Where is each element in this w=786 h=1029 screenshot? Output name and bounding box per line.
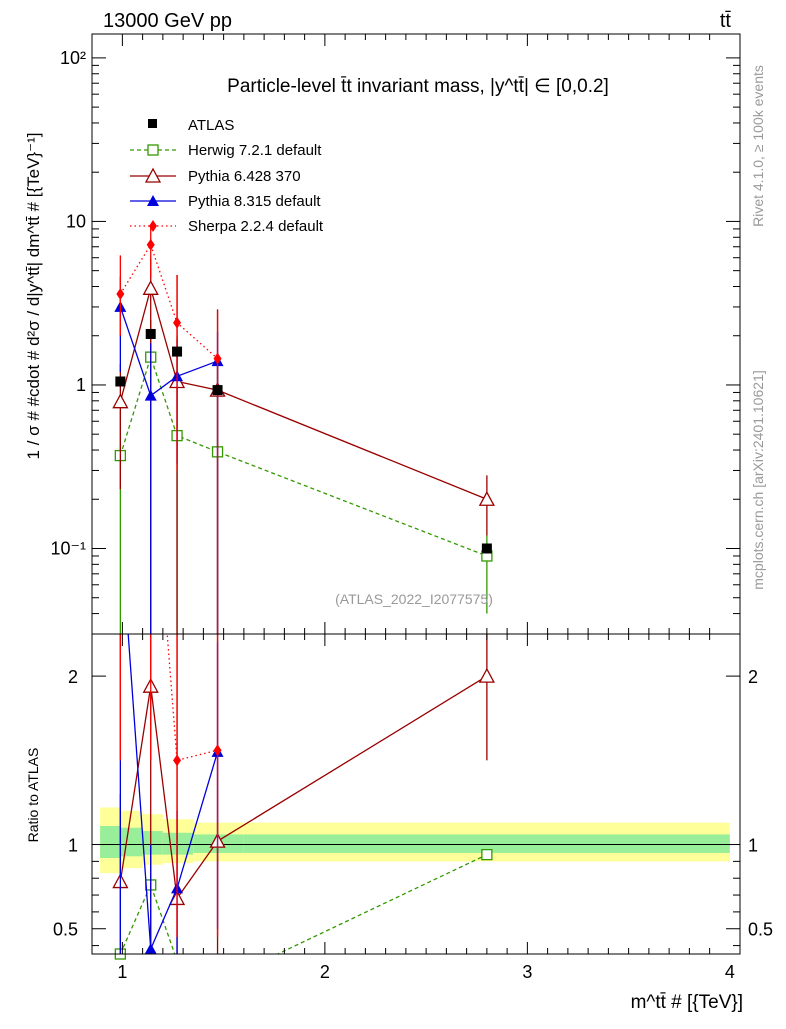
ratio-point-sherpa — [213, 744, 222, 757]
plot-title: Particle-level t̄t invariant mass, |y^tt… — [227, 76, 609, 97]
x-tick-label: 1 — [117, 962, 127, 982]
point-sherpa — [213, 352, 222, 365]
point-pythia8 — [144, 389, 157, 401]
series-line-sherpa — [119, 243, 218, 360]
x-tick-label: 2 — [320, 962, 330, 982]
y-axis-label: 1 / σ # #cdot # d²σ / d|y^tt̄| dm^tt̄ # … — [24, 133, 43, 460]
ratio-band-green — [100, 826, 121, 858]
series-pythia8 — [114, 276, 224, 634]
process-label: tt̄ — [720, 10, 732, 32]
ratio-line-sherpa — [166, 634, 218, 762]
y-tick-label: 10² — [60, 48, 86, 68]
energy-label: 13000 GeV pp — [103, 10, 232, 32]
legend-label-pythia6: Pythia 6.428 370 — [188, 168, 301, 185]
point-atlas — [212, 385, 223, 396]
point-atlas — [481, 543, 492, 554]
ratio-point-sherpa — [173, 754, 182, 767]
legend-marker-herwig — [147, 144, 159, 156]
y-tick-label: 10⁻¹ — [50, 538, 86, 558]
ratio-band-green — [142, 831, 163, 855]
x-axis-label: m^tt̄ # [{TeV}] — [631, 992, 743, 1013]
ratio-plot-frame — [91, 633, 741, 955]
legend-marker-atlas — [148, 119, 157, 128]
rivet-label: Rivet 4.1.0, ≥ 100k events — [750, 65, 766, 227]
ratio-series-pythia8 — [119, 634, 224, 954]
x-tick-label: 4 — [725, 962, 735, 982]
ratio-tick-label: 1 — [68, 836, 78, 856]
point-atlas — [172, 346, 183, 357]
ratio-band-green — [243, 834, 730, 853]
ratio-uncertainty-bands — [100, 807, 730, 874]
ratio-line-pythia6 — [119, 675, 488, 901]
series-pythia6 — [112, 258, 495, 634]
point-atlas — [115, 376, 126, 387]
point-sherpa — [146, 238, 155, 251]
ratio-tick-label-right: 0.5 — [748, 920, 773, 940]
point-sherpa — [173, 316, 182, 329]
ratio-point-pythia8 — [144, 942, 157, 954]
legend-label-herwig: Herwig 7.2.1 default — [188, 142, 322, 159]
source-label: mcplots.cern.ch [arXiv:2401.10621] — [750, 370, 766, 589]
ratio-plot — [92, 634, 740, 960]
ratio-series-pythia6 — [112, 634, 495, 954]
analysis-watermark: (ATLAS_2022_I2077575) — [335, 591, 493, 607]
legend-marker-pythia8 — [147, 195, 159, 206]
ratio-point-pythia6 — [478, 667, 495, 683]
x-tick-label: 3 — [522, 962, 532, 982]
legend-marker-pythia6 — [144, 167, 162, 183]
ratio-tick-label: 2 — [68, 667, 78, 687]
point-pythia6 — [112, 393, 129, 409]
ratio-line-pythia8 — [127, 634, 219, 950]
series-sherpa — [116, 225, 222, 634]
y-tick-label: 1 — [76, 375, 86, 395]
axes: 1 2 3 4 10⁻¹ 1 10 10² 0.5 0.5 1 1 2 2 — [50, 34, 773, 982]
point-pythia6 — [478, 490, 495, 506]
point-sherpa — [116, 287, 125, 300]
legend-label-sherpa: Sherpa 2.2.4 default — [188, 218, 324, 235]
ratio-line-herwig — [119, 854, 488, 954]
legend-label-pythia8: Pythia 8.315 default — [188, 193, 321, 210]
ratio-series-herwig — [114, 848, 493, 960]
series-herwig — [114, 319, 493, 634]
ratio-tick-label-right: 1 — [748, 836, 758, 856]
legend-label-atlas: ATLAS — [188, 117, 234, 134]
ratio-series-sherpa — [119, 634, 222, 938]
series-atlas — [115, 328, 492, 554]
main-plot — [112, 225, 495, 634]
ratio-band-green — [120, 827, 143, 857]
ratio-y-axis-label: Ratio to ATLAS — [25, 748, 41, 843]
legend: ATLAS Herwig 7.2.1 default Pythia 6.428 … — [130, 117, 324, 235]
legend-marker-sherpa — [149, 220, 157, 232]
point-atlas — [145, 328, 156, 339]
y-tick-label: 10 — [66, 211, 86, 231]
ratio-tick-label-right: 2 — [748, 667, 758, 687]
ratio-tick-label: 0.5 — [53, 920, 78, 940]
series-line-pythia8 — [119, 306, 218, 397]
ratio-point-herwig — [481, 848, 493, 861]
point-pythia6 — [142, 279, 159, 295]
